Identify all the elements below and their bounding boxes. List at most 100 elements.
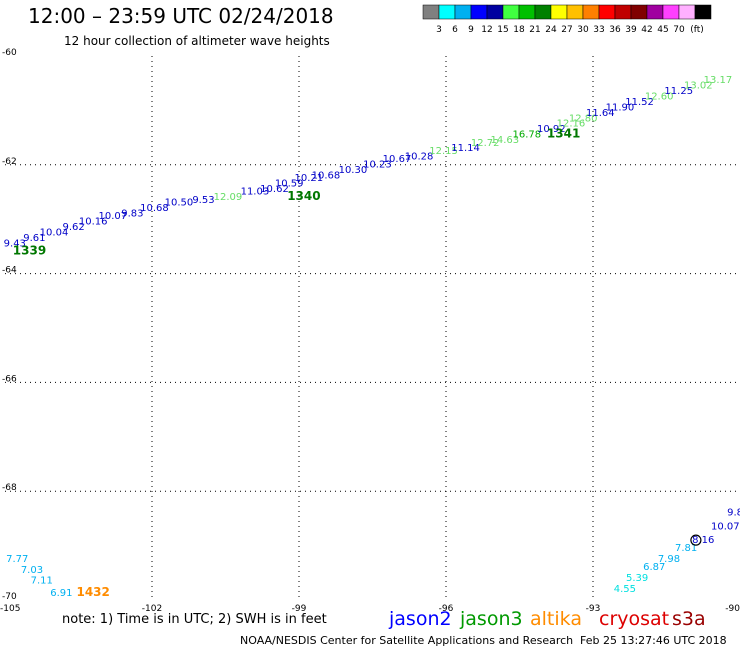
legend-altika: altika — [530, 608, 582, 630]
swh-value-label: 12.72 — [471, 138, 500, 149]
y-tick-label: -64 — [2, 266, 17, 276]
swh-value-label: 10.68 — [312, 170, 341, 181]
swh-value-label: 10.21 — [294, 173, 323, 184]
swh-value-label: 10.50 — [165, 198, 194, 209]
colorbar: 3 6 9 12 15 18 21 24 27 30 33 36 39 42 45 70 (ft) — [422, 4, 712, 35]
colorbar-swatch — [614, 4, 632, 20]
swh-value-label: 12.16 — [557, 119, 586, 130]
x-tick-label: -102 — [142, 604, 162, 614]
swh-value-label: 11.64 — [586, 108, 615, 119]
axis-ticks: -60 -62 -64 -66 -68 -70 -105 -102 -99 -96 -93 -90 — [0, 48, 740, 614]
swh-value-label: 10.23 — [363, 160, 392, 171]
swh-value-label: 12.15 — [429, 146, 458, 157]
legend-s3a: s3a — [672, 608, 706, 630]
colorbar-swatch — [678, 4, 696, 20]
swh-value-label: 11.25 — [664, 86, 693, 97]
track-marker — [690, 534, 702, 546]
colorbar-swatch — [438, 4, 456, 20]
colorbar-tick-label: 12 — [481, 25, 492, 35]
colorbar-swatch — [502, 4, 520, 20]
x-tick-label: -105 — [0, 604, 20, 614]
swh-value-label: 10.59 — [275, 179, 304, 190]
swh-value-label: 8.16 — [692, 535, 714, 546]
colorbar-tick-label: 15 — [497, 25, 508, 35]
colorbar-tick-label: 27 — [561, 25, 572, 35]
colorbar-swatch — [630, 4, 648, 20]
colorbar-tick-label: 36 — [609, 25, 621, 35]
swh-value-label: 7.11 — [31, 576, 53, 587]
swh-value-label: 6.87 — [643, 562, 665, 573]
colorbar-tick-label: 70 — [673, 25, 685, 35]
swh-value-label: 9.43 — [4, 238, 26, 249]
colorbar-swatch — [486, 4, 504, 20]
swh-value-label: 10.67 — [383, 154, 412, 165]
colorbar-tick-label: 6 — [452, 25, 458, 35]
y-tick-label: -66 — [2, 374, 17, 384]
chart-title: 12:00 – 23:59 UTC 02/24/2018 — [28, 4, 334, 28]
colorbar-tick-label: 3 — [436, 25, 442, 35]
colorbar-tick-label: 24 — [545, 25, 557, 35]
swh-value-label: 12.60 — [645, 92, 674, 103]
swh-value-label: 10.68 — [140, 203, 169, 214]
colorbar-swatch — [518, 4, 536, 20]
swh-value-label: 13.02 — [684, 81, 713, 92]
colorbar-swatch — [598, 4, 616, 20]
time-label: 1340 — [287, 189, 320, 203]
x-tick-label: -93 — [586, 604, 601, 614]
swh-value-label: 11.52 — [625, 97, 654, 108]
y-tick-label: -60 — [2, 48, 17, 58]
swh-value-label: 10.62 — [260, 184, 289, 195]
swh-value-label: 10.28 — [405, 151, 434, 162]
x-tick-label: -96 — [439, 604, 454, 614]
colorbar-tick-label: 42 — [641, 25, 652, 35]
swh-value-label: 6.91 — [50, 588, 72, 599]
swh-value-label: 10.04 — [40, 228, 69, 239]
swh-value-label: 13.17 — [704, 75, 733, 86]
footer-note: note: 1) Time is in UTC; 2) SWH is in fe… — [62, 612, 327, 627]
x-tick-label: -90 — [725, 604, 740, 614]
data-points: 9.439.6110.049.6210.1610.079.8310.6810.5… — [4, 75, 740, 599]
colorbar-tick-label: 45 — [657, 25, 668, 35]
swh-value-label: 12.80 — [569, 113, 598, 124]
colorbar-tick-label: 21 — [529, 25, 540, 35]
swh-value-label: 16.78 — [513, 130, 542, 141]
legend-jason2: jason2 — [389, 608, 452, 630]
colorbar-swatch — [422, 4, 440, 20]
swh-value-label: 14.63 — [490, 135, 519, 146]
colorbar-swatch — [470, 4, 488, 20]
swh-value-label: 10.92 — [537, 124, 566, 135]
colorbar-unit: (ft) — [690, 25, 704, 35]
colorbar-tick-label: 9 — [468, 25, 474, 35]
swh-value-label: 11.90 — [606, 102, 635, 113]
legend-jason3: jason3 — [460, 608, 523, 630]
credit-text: NOAA/NESDIS Center for Satellite Applica… — [240, 634, 574, 647]
colorbar-swatch — [534, 4, 552, 20]
y-tick-label: -62 — [2, 157, 17, 167]
colorbar-swatch — [550, 4, 568, 20]
colorbar-swatch — [646, 4, 664, 20]
swh-value-label: 10.07 — [711, 521, 740, 532]
colorbar-tick-label: 39 — [625, 25, 637, 35]
colorbar-tick-label: 18 — [513, 25, 525, 35]
colorbar-swatch — [662, 4, 680, 20]
swh-value-label: 9.83 — [121, 208, 143, 219]
swh-value-label: 10.07 — [98, 211, 127, 222]
y-tick-label: -68 — [2, 483, 17, 493]
swh-value-label: 10.16 — [79, 217, 108, 228]
colorbar-swatch — [694, 4, 712, 20]
chart-grid — [5, 56, 740, 600]
swh-value-label: 7.77 — [6, 554, 28, 565]
swh-value-label: 11.14 — [451, 143, 480, 154]
x-tick-label: -99 — [292, 604, 307, 614]
time-label: 1432 — [76, 585, 109, 599]
y-tick-label: -70 — [2, 592, 17, 602]
swh-value-label: 4.55 — [614, 584, 636, 595]
swh-value-label: 11.03 — [241, 187, 270, 198]
colorbar-swatch — [582, 4, 600, 20]
colorbar-tick-label: 30 — [577, 25, 589, 35]
swh-value-label: 7.81 — [675, 543, 697, 554]
swh-value-label: 9.8 — [727, 508, 740, 519]
chart-subtitle: 12 hour collection of altimeter wave hei… — [64, 34, 330, 48]
swh-value-label: 9.53 — [192, 195, 214, 206]
